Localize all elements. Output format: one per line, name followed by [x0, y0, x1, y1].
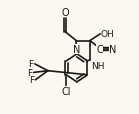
Text: N: N: [73, 44, 80, 54]
Text: O: O: [61, 8, 69, 18]
Text: F: F: [29, 76, 34, 85]
Text: F: F: [29, 60, 34, 69]
Text: N: N: [109, 44, 116, 54]
Text: Cl: Cl: [61, 86, 71, 96]
Text: OH: OH: [101, 30, 115, 39]
Text: F: F: [27, 68, 33, 77]
Text: C: C: [96, 44, 103, 54]
Text: NH: NH: [91, 62, 105, 71]
